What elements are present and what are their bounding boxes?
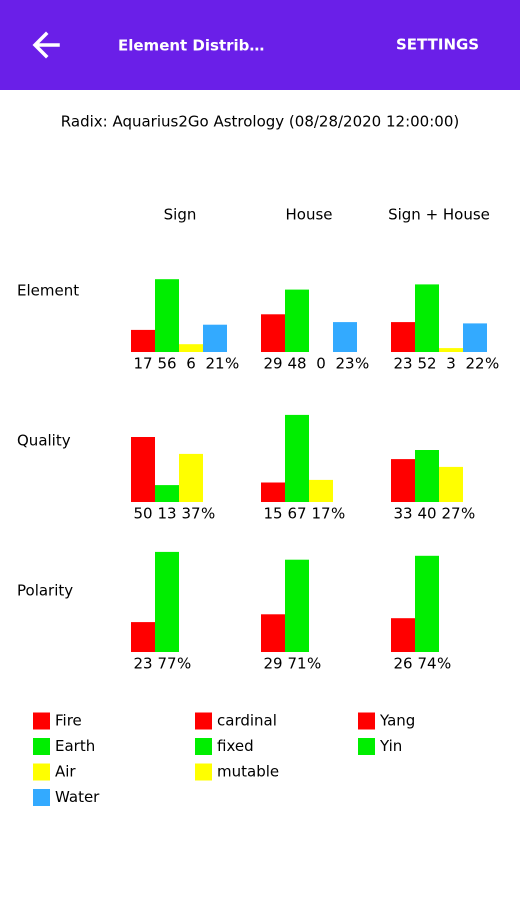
value-label: 29 — [263, 355, 282, 373]
row-label: Quality — [17, 432, 71, 450]
bar — [261, 482, 285, 502]
value-label: 29 — [263, 655, 282, 673]
bar — [309, 479, 333, 502]
value-label: 3 — [446, 355, 456, 373]
bar — [131, 622, 155, 652]
bar — [415, 450, 439, 502]
value-label: 23 — [393, 355, 412, 373]
value-label: 37 — [181, 505, 200, 523]
column-header: House — [285, 206, 332, 224]
unit-label: % — [201, 505, 215, 523]
bar — [155, 485, 179, 502]
value-label: 48 — [287, 355, 306, 373]
bar — [391, 618, 415, 652]
unit-label: % — [355, 355, 369, 373]
bar — [155, 551, 179, 652]
value-label: 22 — [465, 355, 484, 373]
back-button[interactable] — [32, 31, 60, 59]
legend-swatch — [33, 789, 50, 806]
value-label: 77 — [157, 655, 176, 673]
value-label: 27 — [441, 505, 460, 523]
value-label: 71 — [287, 655, 306, 673]
bar — [155, 279, 179, 352]
value-label: 50 — [133, 505, 152, 523]
legend-label: Fire — [55, 712, 82, 730]
value-label: 40 — [417, 505, 436, 523]
bar — [261, 314, 285, 352]
legend-swatch — [195, 763, 212, 781]
value-label: 67 — [287, 505, 306, 523]
bar — [261, 614, 285, 652]
column-header: Sign — [164, 206, 197, 224]
unit-label: % — [461, 505, 475, 523]
unit-label: % — [331, 505, 345, 523]
value-label: 26 — [393, 655, 412, 673]
bar — [285, 559, 309, 652]
legend-swatch — [358, 738, 375, 755]
back-arrow[interactable] — [32, 31, 60, 59]
legend-swatch — [33, 712, 50, 730]
bar — [391, 322, 415, 352]
legend-swatch — [195, 738, 212, 755]
legend-label: Earth — [55, 737, 95, 755]
radix-info: Radix: Aquarius2Go Astrology (08/28/2020… — [61, 113, 459, 131]
bar — [439, 348, 463, 352]
unit-label: % — [225, 355, 239, 373]
bar — [285, 289, 309, 352]
unit-label: % — [437, 655, 451, 673]
bar — [179, 453, 203, 502]
bar — [131, 437, 155, 502]
value-label: 52 — [417, 355, 436, 373]
value-label: 23 — [335, 355, 354, 373]
bar — [463, 323, 487, 352]
bar — [333, 322, 357, 352]
unit-label: % — [177, 655, 191, 673]
app-bar — [0, 0, 520, 90]
bar — [415, 284, 439, 352]
value-label: 74 — [417, 655, 436, 673]
bar — [415, 555, 439, 652]
legend-label: Air — [55, 763, 76, 781]
settings-button[interactable]: SETTINGS — [396, 36, 479, 54]
app-title: Element Distrib… — [118, 37, 264, 55]
value-label: 33 — [393, 505, 412, 523]
row-label: Element — [17, 282, 79, 300]
value-label: 21 — [205, 355, 224, 373]
legend-swatch — [195, 712, 212, 730]
bar — [391, 459, 415, 502]
bar — [285, 414, 309, 502]
legend-swatch — [33, 763, 50, 781]
legend-label: cardinal — [217, 712, 277, 730]
value-label: 13 — [157, 505, 176, 523]
unit-label: % — [485, 355, 499, 373]
legend-label: Water — [55, 788, 100, 806]
value-label: 15 — [263, 505, 282, 523]
bar — [203, 324, 227, 352]
value-label: 23 — [133, 655, 152, 673]
legend-label: fixed — [217, 737, 254, 755]
legend-label: Yin — [379, 737, 402, 755]
legend-swatch — [358, 712, 375, 730]
bar — [179, 344, 203, 352]
column-header: Sign + House — [388, 206, 490, 224]
value-label: 17 — [133, 355, 152, 373]
value-label: 56 — [157, 355, 176, 373]
unit-label: % — [307, 655, 321, 673]
value-label: 17 — [311, 505, 330, 523]
bar — [131, 329, 155, 352]
legend-swatch — [33, 738, 50, 755]
bar — [439, 466, 463, 502]
legend-label: Yang — [379, 712, 415, 730]
row-label: Polarity — [17, 582, 73, 600]
value-label: 0 — [316, 355, 326, 373]
legend-label: mutable — [217, 763, 279, 781]
value-label: 6 — [186, 355, 196, 373]
